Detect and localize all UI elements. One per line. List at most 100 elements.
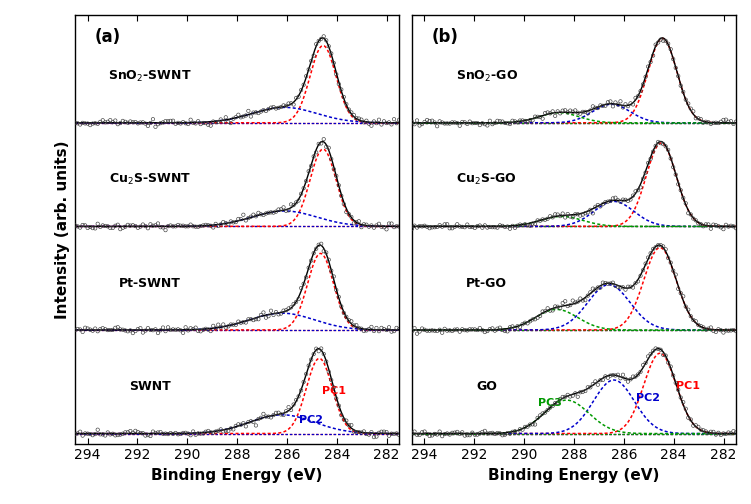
Point: [674, 186, 686, 194]
Point: [416, 428, 428, 436]
Point: [383, 432, 395, 440]
Point: [300, 273, 312, 281]
Point: [682, 100, 694, 108]
Point: [680, 302, 692, 310]
Point: [348, 427, 360, 435]
Point: [597, 200, 609, 208]
Point: [235, 421, 247, 429]
Point: [330, 172, 342, 180]
Point: [612, 283, 624, 291]
Point: [602, 374, 614, 382]
Point: [122, 119, 134, 127]
Point: [210, 220, 222, 228]
Point: [575, 388, 587, 396]
Point: [562, 302, 574, 310]
Point: [192, 117, 204, 125]
Point: [670, 170, 682, 178]
Point: [682, 414, 694, 422]
Point: [667, 55, 679, 63]
Point: [556, 299, 569, 307]
Point: [554, 212, 566, 220]
Point: [323, 42, 335, 50]
Point: [406, 429, 418, 437]
Point: [622, 102, 634, 110]
Point: [235, 319, 247, 327]
Point: [441, 429, 453, 437]
Point: [446, 118, 458, 127]
Point: [464, 223, 476, 231]
Point: [174, 326, 186, 334]
Point: [537, 409, 549, 417]
Point: [174, 119, 186, 128]
Point: [637, 175, 649, 183]
Point: [207, 322, 219, 330]
Point: [496, 117, 508, 125]
Point: [448, 223, 460, 231]
Point: [677, 292, 689, 300]
Point: [282, 403, 294, 411]
Point: [429, 118, 441, 127]
Point: [170, 222, 182, 230]
Point: [637, 266, 649, 274]
Point: [655, 36, 667, 44]
Point: [177, 329, 189, 337]
Point: [537, 307, 549, 316]
Point: [620, 100, 632, 108]
Point: [672, 180, 684, 188]
Point: [84, 430, 96, 438]
Point: [433, 117, 445, 125]
Point: [459, 431, 471, 439]
Point: [534, 411, 546, 419]
Point: [275, 103, 287, 111]
Point: [376, 223, 388, 231]
Point: [617, 196, 629, 204]
Point: [152, 329, 164, 337]
Point: [655, 241, 667, 249]
Point: [491, 117, 503, 125]
Point: [481, 121, 493, 130]
Point: [363, 223, 375, 231]
Point: [107, 224, 119, 232]
Point: [657, 37, 669, 45]
Point: [270, 308, 282, 316]
Point: [228, 321, 240, 329]
Point: [617, 283, 629, 291]
Point: [172, 325, 184, 333]
Point: [215, 220, 227, 228]
Text: (b): (b): [432, 28, 458, 46]
Point: [575, 294, 587, 302]
Point: [564, 301, 576, 309]
Point: [411, 330, 423, 338]
Point: [602, 280, 614, 288]
Point: [506, 117, 518, 125]
Point: [476, 428, 488, 436]
Point: [340, 208, 352, 216]
Point: [101, 222, 113, 230]
Point: [320, 143, 332, 151]
Point: [629, 372, 641, 381]
Point: [228, 425, 240, 433]
Point: [609, 282, 621, 290]
Point: [220, 324, 232, 332]
Point: [526, 116, 538, 124]
Point: [614, 97, 626, 105]
Point: [575, 212, 587, 220]
Point: [436, 223, 448, 231]
Point: [119, 223, 131, 231]
Point: [436, 329, 448, 337]
Point: [275, 410, 287, 418]
Point: [376, 428, 388, 436]
Point: [99, 222, 111, 230]
Point: [496, 326, 508, 334]
Point: [205, 327, 217, 335]
Point: [69, 221, 81, 229]
Point: [351, 114, 363, 122]
Point: [388, 327, 400, 335]
Point: [348, 111, 360, 119]
Point: [717, 225, 729, 233]
Point: [552, 303, 564, 311]
Point: [155, 223, 167, 231]
Point: [592, 104, 604, 112]
Point: [378, 223, 390, 231]
Point: [86, 327, 98, 335]
